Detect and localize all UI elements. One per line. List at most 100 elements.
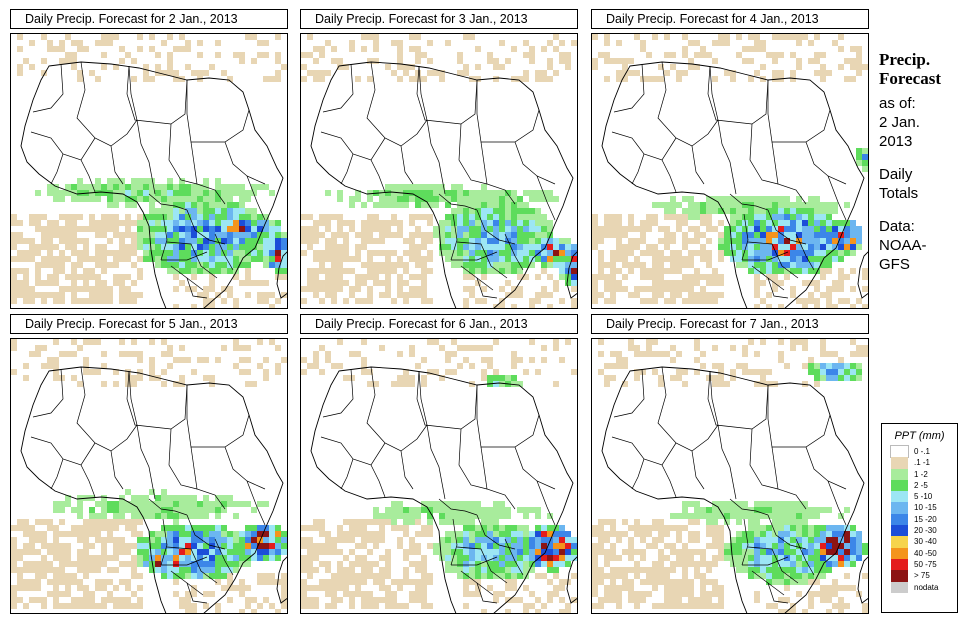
country-border bbox=[426, 119, 446, 195]
legend-row: 30 -40 bbox=[882, 536, 957, 548]
country-border bbox=[416, 65, 478, 125]
country-border bbox=[771, 446, 807, 510]
country-border bbox=[110, 450, 124, 490]
country-border bbox=[168, 428, 198, 490]
country-border bbox=[320, 131, 386, 161]
country-border bbox=[186, 582, 208, 604]
country-border bbox=[611, 436, 677, 466]
precip-map bbox=[10, 338, 288, 614]
country-border bbox=[767, 209, 807, 245]
side-title-line1: Precip. bbox=[879, 50, 931, 69]
madagascar-outline bbox=[276, 556, 287, 604]
legend-label: 40 -50 bbox=[914, 548, 937, 558]
country-border bbox=[166, 546, 218, 584]
map-canvas bbox=[592, 34, 868, 308]
country-border bbox=[611, 131, 677, 161]
madagascar-outline bbox=[566, 251, 577, 299]
country-border bbox=[741, 518, 749, 566]
africa-coastline bbox=[310, 61, 574, 308]
country-border bbox=[767, 514, 807, 550]
country-border bbox=[32, 368, 64, 418]
country-border bbox=[246, 175, 266, 221]
country-border bbox=[795, 233, 815, 271]
legend-swatch bbox=[891, 457, 908, 469]
country-border bbox=[160, 518, 168, 566]
country-border bbox=[224, 141, 266, 185]
country-border bbox=[613, 63, 645, 113]
country-border bbox=[536, 175, 556, 221]
country-border bbox=[476, 209, 516, 245]
country-border bbox=[438, 498, 478, 516]
madagascar-outline bbox=[857, 556, 868, 604]
africa-coastline bbox=[20, 366, 284, 613]
country-border bbox=[148, 193, 188, 211]
legend-label: .1 -1 bbox=[914, 458, 931, 468]
country-border bbox=[476, 385, 540, 448]
country-border bbox=[126, 370, 188, 430]
country-border bbox=[805, 141, 847, 185]
side-title-line2: Forecast bbox=[879, 69, 941, 88]
country-border bbox=[340, 153, 354, 185]
legend-swatch bbox=[891, 468, 908, 480]
country-border bbox=[742, 251, 789, 261]
country-border bbox=[186, 514, 226, 550]
country-border bbox=[747, 546, 799, 584]
country-border bbox=[166, 241, 218, 279]
country-border bbox=[30, 436, 96, 466]
country-border bbox=[190, 446, 226, 510]
country-border bbox=[30, 131, 96, 161]
precip-field bbox=[301, 339, 577, 613]
country-border bbox=[50, 153, 64, 185]
country-border bbox=[717, 119, 737, 195]
country-border bbox=[456, 546, 508, 584]
side-date-line1: 2 Jan. bbox=[879, 114, 920, 131]
country-border bbox=[827, 480, 847, 526]
country-border bbox=[480, 446, 516, 510]
legend-label: 20 -30 bbox=[914, 526, 937, 536]
country-border bbox=[767, 582, 789, 604]
side-annotation: Precip. Forecast as of: 2 Jan. 2013 Dail… bbox=[879, 50, 963, 274]
panel-title: Daily Precip. Forecast for 5 Jan., 2013 bbox=[10, 314, 288, 334]
country-border bbox=[536, 480, 556, 526]
panel-title: Daily Precip. Forecast for 3 Jan., 2013 bbox=[300, 9, 578, 29]
country-border bbox=[631, 458, 645, 490]
precip-field bbox=[592, 34, 868, 308]
legend-label: 10 -15 bbox=[914, 503, 937, 513]
country-border bbox=[476, 277, 498, 299]
madagascar-outline bbox=[857, 251, 868, 299]
country-border bbox=[110, 145, 124, 185]
country-border bbox=[186, 80, 250, 143]
panel-title: Daily Precip. Forecast for 6 Jan., 2013 bbox=[300, 314, 578, 334]
legend-swatch bbox=[891, 558, 908, 571]
africa-coastline bbox=[310, 366, 574, 613]
precip-map bbox=[300, 33, 578, 309]
precip-map bbox=[10, 33, 288, 309]
country-border bbox=[214, 538, 234, 576]
country-border bbox=[190, 141, 226, 205]
legend-title: PPT (mm) bbox=[894, 430, 945, 442]
country-border bbox=[805, 446, 847, 490]
legend-swatch bbox=[891, 570, 908, 582]
legend-swatch bbox=[891, 513, 908, 526]
country-border bbox=[707, 370, 769, 430]
madagascar-outline bbox=[276, 251, 287, 299]
legend-swatch bbox=[891, 479, 908, 492]
precip-field bbox=[301, 34, 577, 308]
precip-field bbox=[11, 34, 287, 308]
legend-row: .1 -1 bbox=[882, 457, 957, 469]
country-border bbox=[476, 582, 498, 604]
legend-swatch bbox=[891, 536, 908, 548]
country-border bbox=[476, 514, 516, 550]
country-border bbox=[450, 213, 458, 261]
legend-swatch bbox=[891, 502, 908, 514]
country-border bbox=[450, 518, 458, 566]
country-border bbox=[729, 193, 769, 211]
country-border bbox=[340, 458, 354, 490]
legend-swatch bbox=[890, 444, 909, 459]
legend-swatch bbox=[891, 525, 908, 537]
country-border bbox=[438, 193, 478, 211]
side-asof: as of: bbox=[879, 95, 916, 112]
legend-row: 20 -30 bbox=[882, 525, 957, 537]
country-border bbox=[691, 450, 705, 490]
country-border bbox=[742, 556, 789, 566]
